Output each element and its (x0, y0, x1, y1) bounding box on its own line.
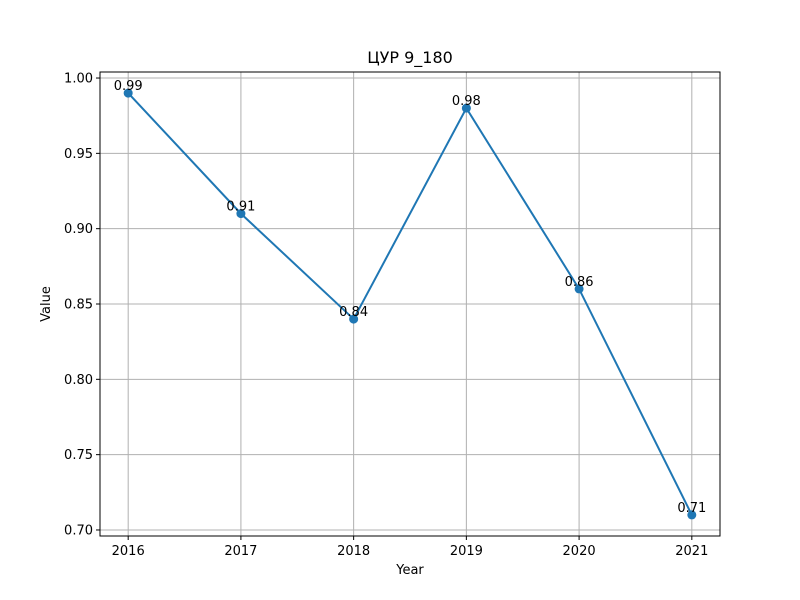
y-tick-label: 0.95 (64, 147, 93, 162)
y-tick-label: 1.00 (64, 72, 93, 87)
data-point (123, 88, 133, 98)
axis-ticks: 2016 2017 2018 2019 2020 2021 0.70 0.75 0.80 0.85… (64, 72, 708, 559)
data-label: 0.86 (565, 275, 594, 290)
x-tick-label: 2019 (450, 544, 483, 559)
y-tick-label: 0.90 (64, 222, 93, 237)
x-tick-label: 2020 (563, 544, 596, 559)
y-tick-label: 0.75 (64, 448, 93, 463)
data-label: 0.99 (114, 79, 143, 94)
y-tick-label: 0.80 (64, 373, 93, 388)
y-tick-label: 0.85 (64, 298, 93, 313)
data-label: 0.91 (226, 200, 255, 215)
series-line (127, 92, 693, 516)
data-point (461, 103, 471, 113)
x-tick-label: 2016 (112, 544, 145, 559)
x-tick-label: 2018 (337, 544, 370, 559)
data-label: 0.98 (452, 94, 481, 109)
chart-title: ЦУР 9_180 (367, 48, 453, 68)
x-tick-label: 2021 (675, 544, 708, 559)
y-axis-label: Value (39, 286, 54, 322)
y-tick-label: 0.70 (64, 523, 93, 538)
data-point (236, 209, 246, 219)
data-point (574, 284, 584, 294)
series-group: 0.99 0.91 0.84 0.98 0.86 0.71 (114, 79, 706, 520)
grid (100, 72, 720, 536)
data-label: 0.71 (677, 501, 706, 516)
x-tick-label: 2017 (224, 544, 257, 559)
data-label: 0.84 (339, 305, 368, 320)
x-axis-label: Year (395, 563, 424, 578)
data-point (687, 510, 697, 520)
data-point (349, 314, 359, 324)
